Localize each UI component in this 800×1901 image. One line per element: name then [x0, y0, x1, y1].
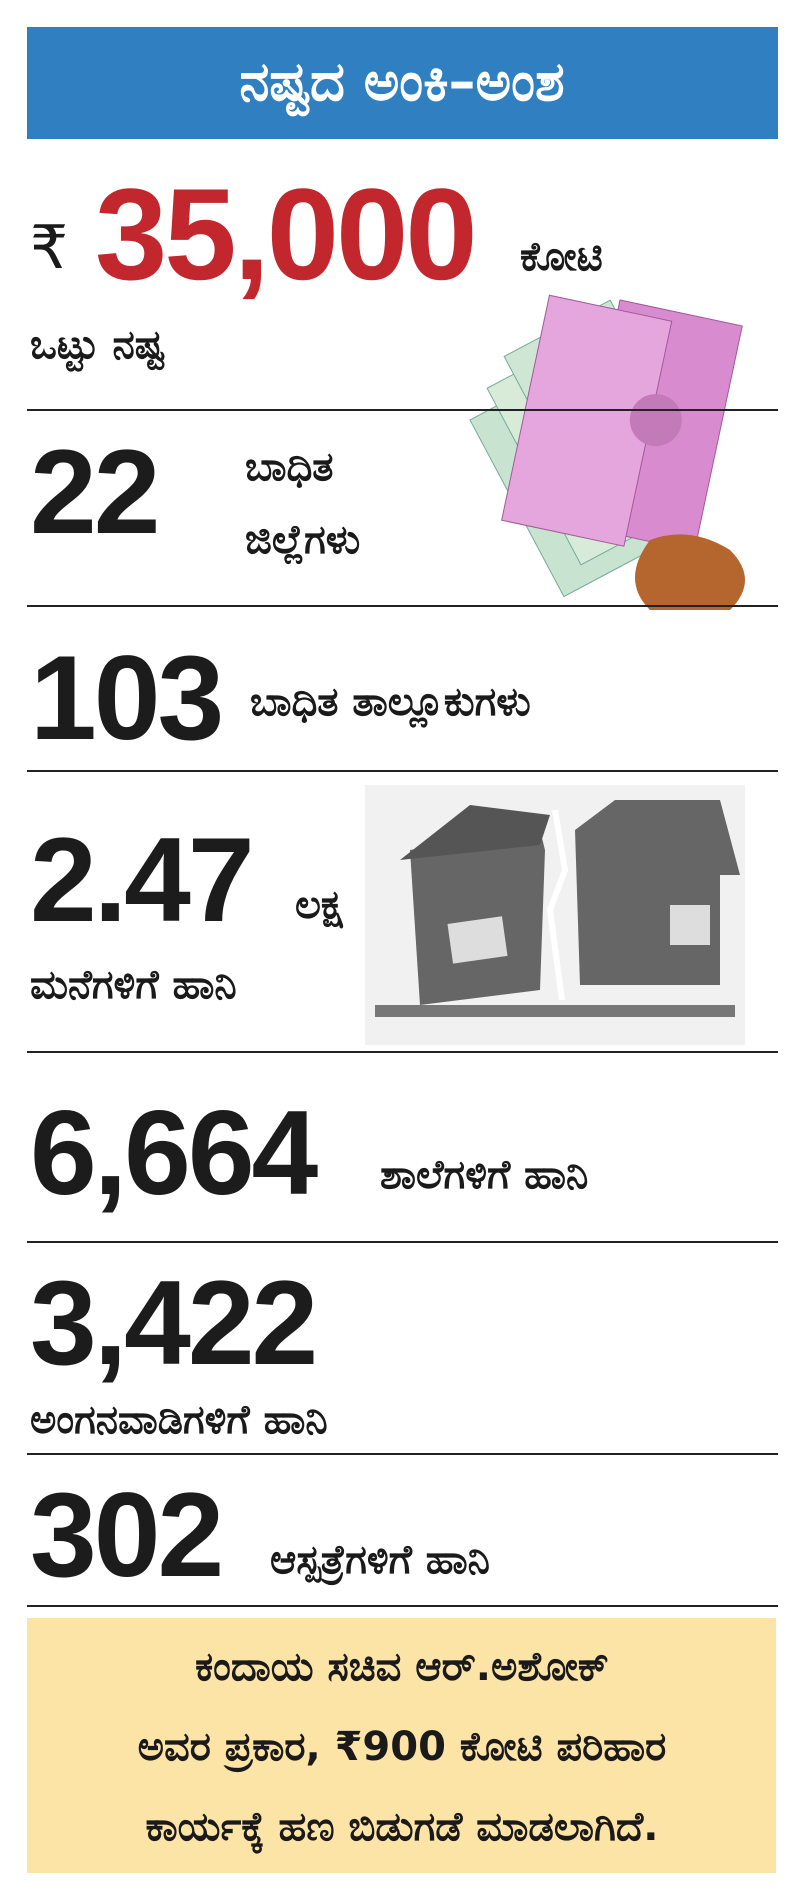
label: ಬಾಧಿತ ತಾಲ್ಲೂಕುಗಳು [250, 679, 531, 728]
big-number: 6,664 [30, 1086, 319, 1220]
big-number: 302 [30, 1468, 221, 1602]
house-image [365, 785, 745, 1045]
currency-sign: ₹ [30, 213, 68, 283]
big-number: 2.47 [30, 813, 252, 947]
label: ಜಿಲ್ಲೆಗಳು [245, 517, 360, 565]
header-bar [27, 27, 778, 139]
note-box [27, 1618, 776, 1873]
unit: ಲಕ್ಷ [295, 882, 344, 928]
label: ಆಸ್ಪತ್ರೆಗಳಿಗೆ ಹಾನಿ [270, 1537, 490, 1585]
big-number: 103 [30, 631, 221, 765]
big-number: 35,000 [95, 161, 475, 307]
note-line: ಅವರ ಪ್ರಕಾರ, ₹900 ಕೋಟಿ ಪರಿಹಾರ [138, 1724, 667, 1772]
big-number: 22 [30, 425, 157, 559]
label: ಒಟ್ಟು ನಷ್ಟ [30, 322, 165, 372]
unit: ಕೋಟಿ [520, 234, 603, 280]
big-number: 3,422 [30, 1256, 315, 1390]
note-line: ಕಾರ್ಯಕ್ಕೆ ಹಣ ಬಿಡುಗಡೆ ಮಾಡಲಾಗಿದೆ. [146, 1804, 659, 1854]
label: ಮನೆಗಳಿಗೆ ಹಾನಿ [30, 962, 237, 1008]
note-line: ಕಂದಾಯ ಸಚಿವ ಆರ್.ಅಶೋಕ್ [195, 1644, 609, 1690]
label: ಅಂಗನವಾಡಿಗಳಿಗೆ ಹಾನಿ [30, 1397, 328, 1443]
money-image [469, 294, 745, 610]
label: ಬಾಧಿತ [245, 444, 333, 490]
label: ಶಾಲೆಗಳಿಗೆ ಹಾನಿ [380, 1152, 588, 1198]
title: ನಷ್ಟದ ಅಂಕಿ–ಅಂಶ [239, 50, 564, 117]
